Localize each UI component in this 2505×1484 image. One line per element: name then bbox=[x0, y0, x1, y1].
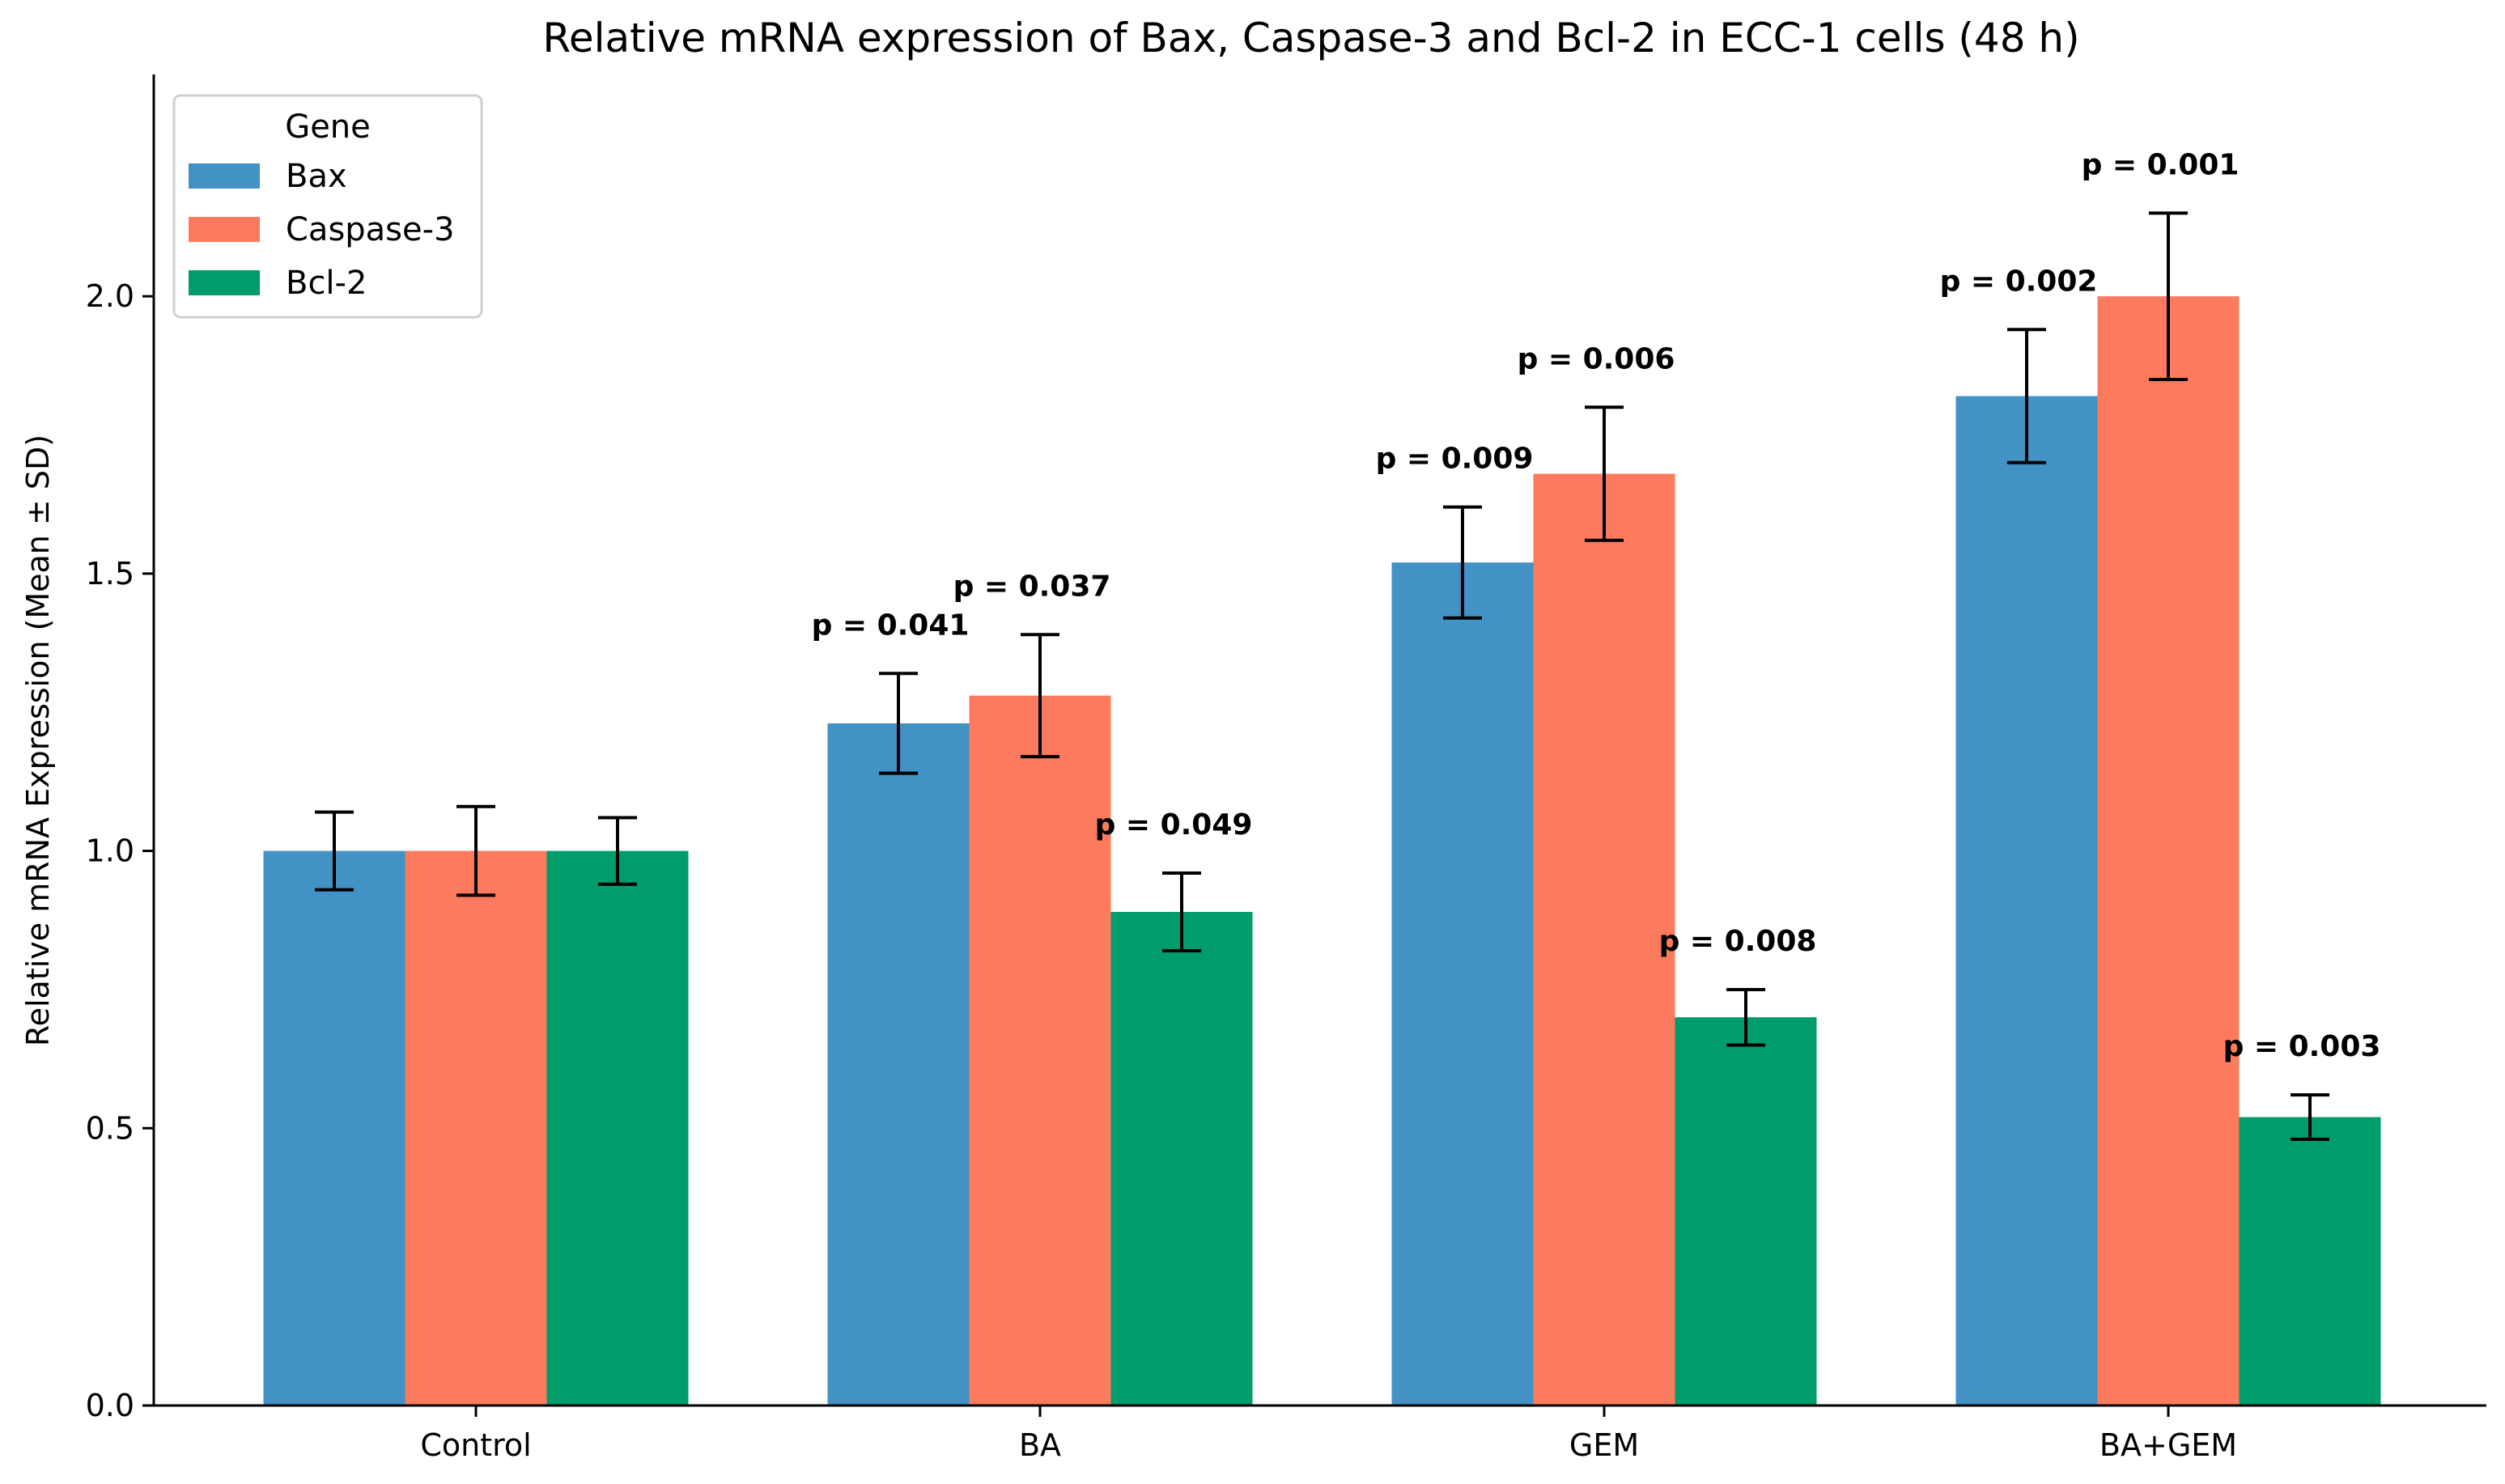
legend-label: Caspase-3 bbox=[286, 211, 455, 248]
legend: Gene Bax Caspase-3 Bcl-2 bbox=[172, 94, 483, 319]
x-tick-label: BA bbox=[1019, 1427, 1061, 1463]
p-value-label: p = 0.037 bbox=[953, 570, 1111, 603]
bar-caspase-3-ba bbox=[969, 695, 1111, 1406]
x-tick-label: Control bbox=[420, 1427, 531, 1463]
x-tick-label: GEM bbox=[1569, 1427, 1639, 1463]
p-value-label: p = 0.003 bbox=[2223, 1030, 2381, 1063]
bar-bax-gem bbox=[1391, 562, 1534, 1406]
chart-title: Relative mRNA expression of Bax, Caspase… bbox=[542, 15, 2079, 61]
bar-bcl-2-gem bbox=[1675, 1017, 1817, 1406]
legend-label: Bax bbox=[286, 158, 347, 195]
p-value-label: p = 0.006 bbox=[1518, 342, 1675, 375]
p-value-label: p = 0.002 bbox=[1940, 265, 2098, 298]
p-value-label: p = 0.008 bbox=[1659, 925, 1817, 958]
p-value-label: p = 0.001 bbox=[2082, 148, 2240, 181]
legend-swatch bbox=[189, 270, 260, 295]
bar-bcl-2-control bbox=[546, 850, 689, 1406]
bar-bax-ba bbox=[827, 723, 970, 1406]
y-tick-label: 0.5 bbox=[86, 1110, 134, 1146]
x-tick-label: BA+GEM bbox=[2100, 1427, 2237, 1463]
y-tick-label: 2.0 bbox=[86, 278, 134, 314]
axes-group: 0.0 0.5 1.0 1.5 2.0 Control BA GEM BA+GEM bbox=[86, 74, 2486, 1463]
legend-box bbox=[172, 94, 483, 319]
y-axis-label: Relative mRNA Expression (Mean ± SD) bbox=[20, 435, 56, 1046]
p-value-label: p = 0.049 bbox=[1095, 808, 1253, 842]
y-tick-label: 1.0 bbox=[86, 833, 134, 869]
error-bars-group bbox=[315, 211, 2329, 1141]
y-tick-label: 0.0 bbox=[86, 1388, 134, 1423]
legend-swatch bbox=[189, 163, 260, 189]
y-tick-label: 1.5 bbox=[86, 556, 134, 591]
legend-title: Gene bbox=[285, 108, 371, 146]
bars-group bbox=[263, 296, 2381, 1406]
bar-bcl-2-ba+gem bbox=[2239, 1117, 2381, 1406]
legend-swatch bbox=[189, 217, 260, 242]
bar-caspase-3-gem bbox=[1533, 473, 1675, 1406]
bar-caspase-3-ba+gem bbox=[2097, 296, 2240, 1406]
p-value-label: p = 0.009 bbox=[1376, 443, 1534, 476]
p-value-label: p = 0.041 bbox=[812, 608, 970, 642]
bar-caspase-3-control bbox=[405, 850, 547, 1406]
bar-bcl-2-ba bbox=[1110, 911, 1253, 1406]
legend-label: Bcl-2 bbox=[286, 265, 367, 302]
bar-bax-control bbox=[263, 850, 405, 1406]
annotations-group: p = 0.041 p = 0.009 p = 0.002 p = 0.037 p = … bbox=[812, 148, 2381, 1063]
bar-bax-ba+gem bbox=[1955, 396, 2098, 1406]
